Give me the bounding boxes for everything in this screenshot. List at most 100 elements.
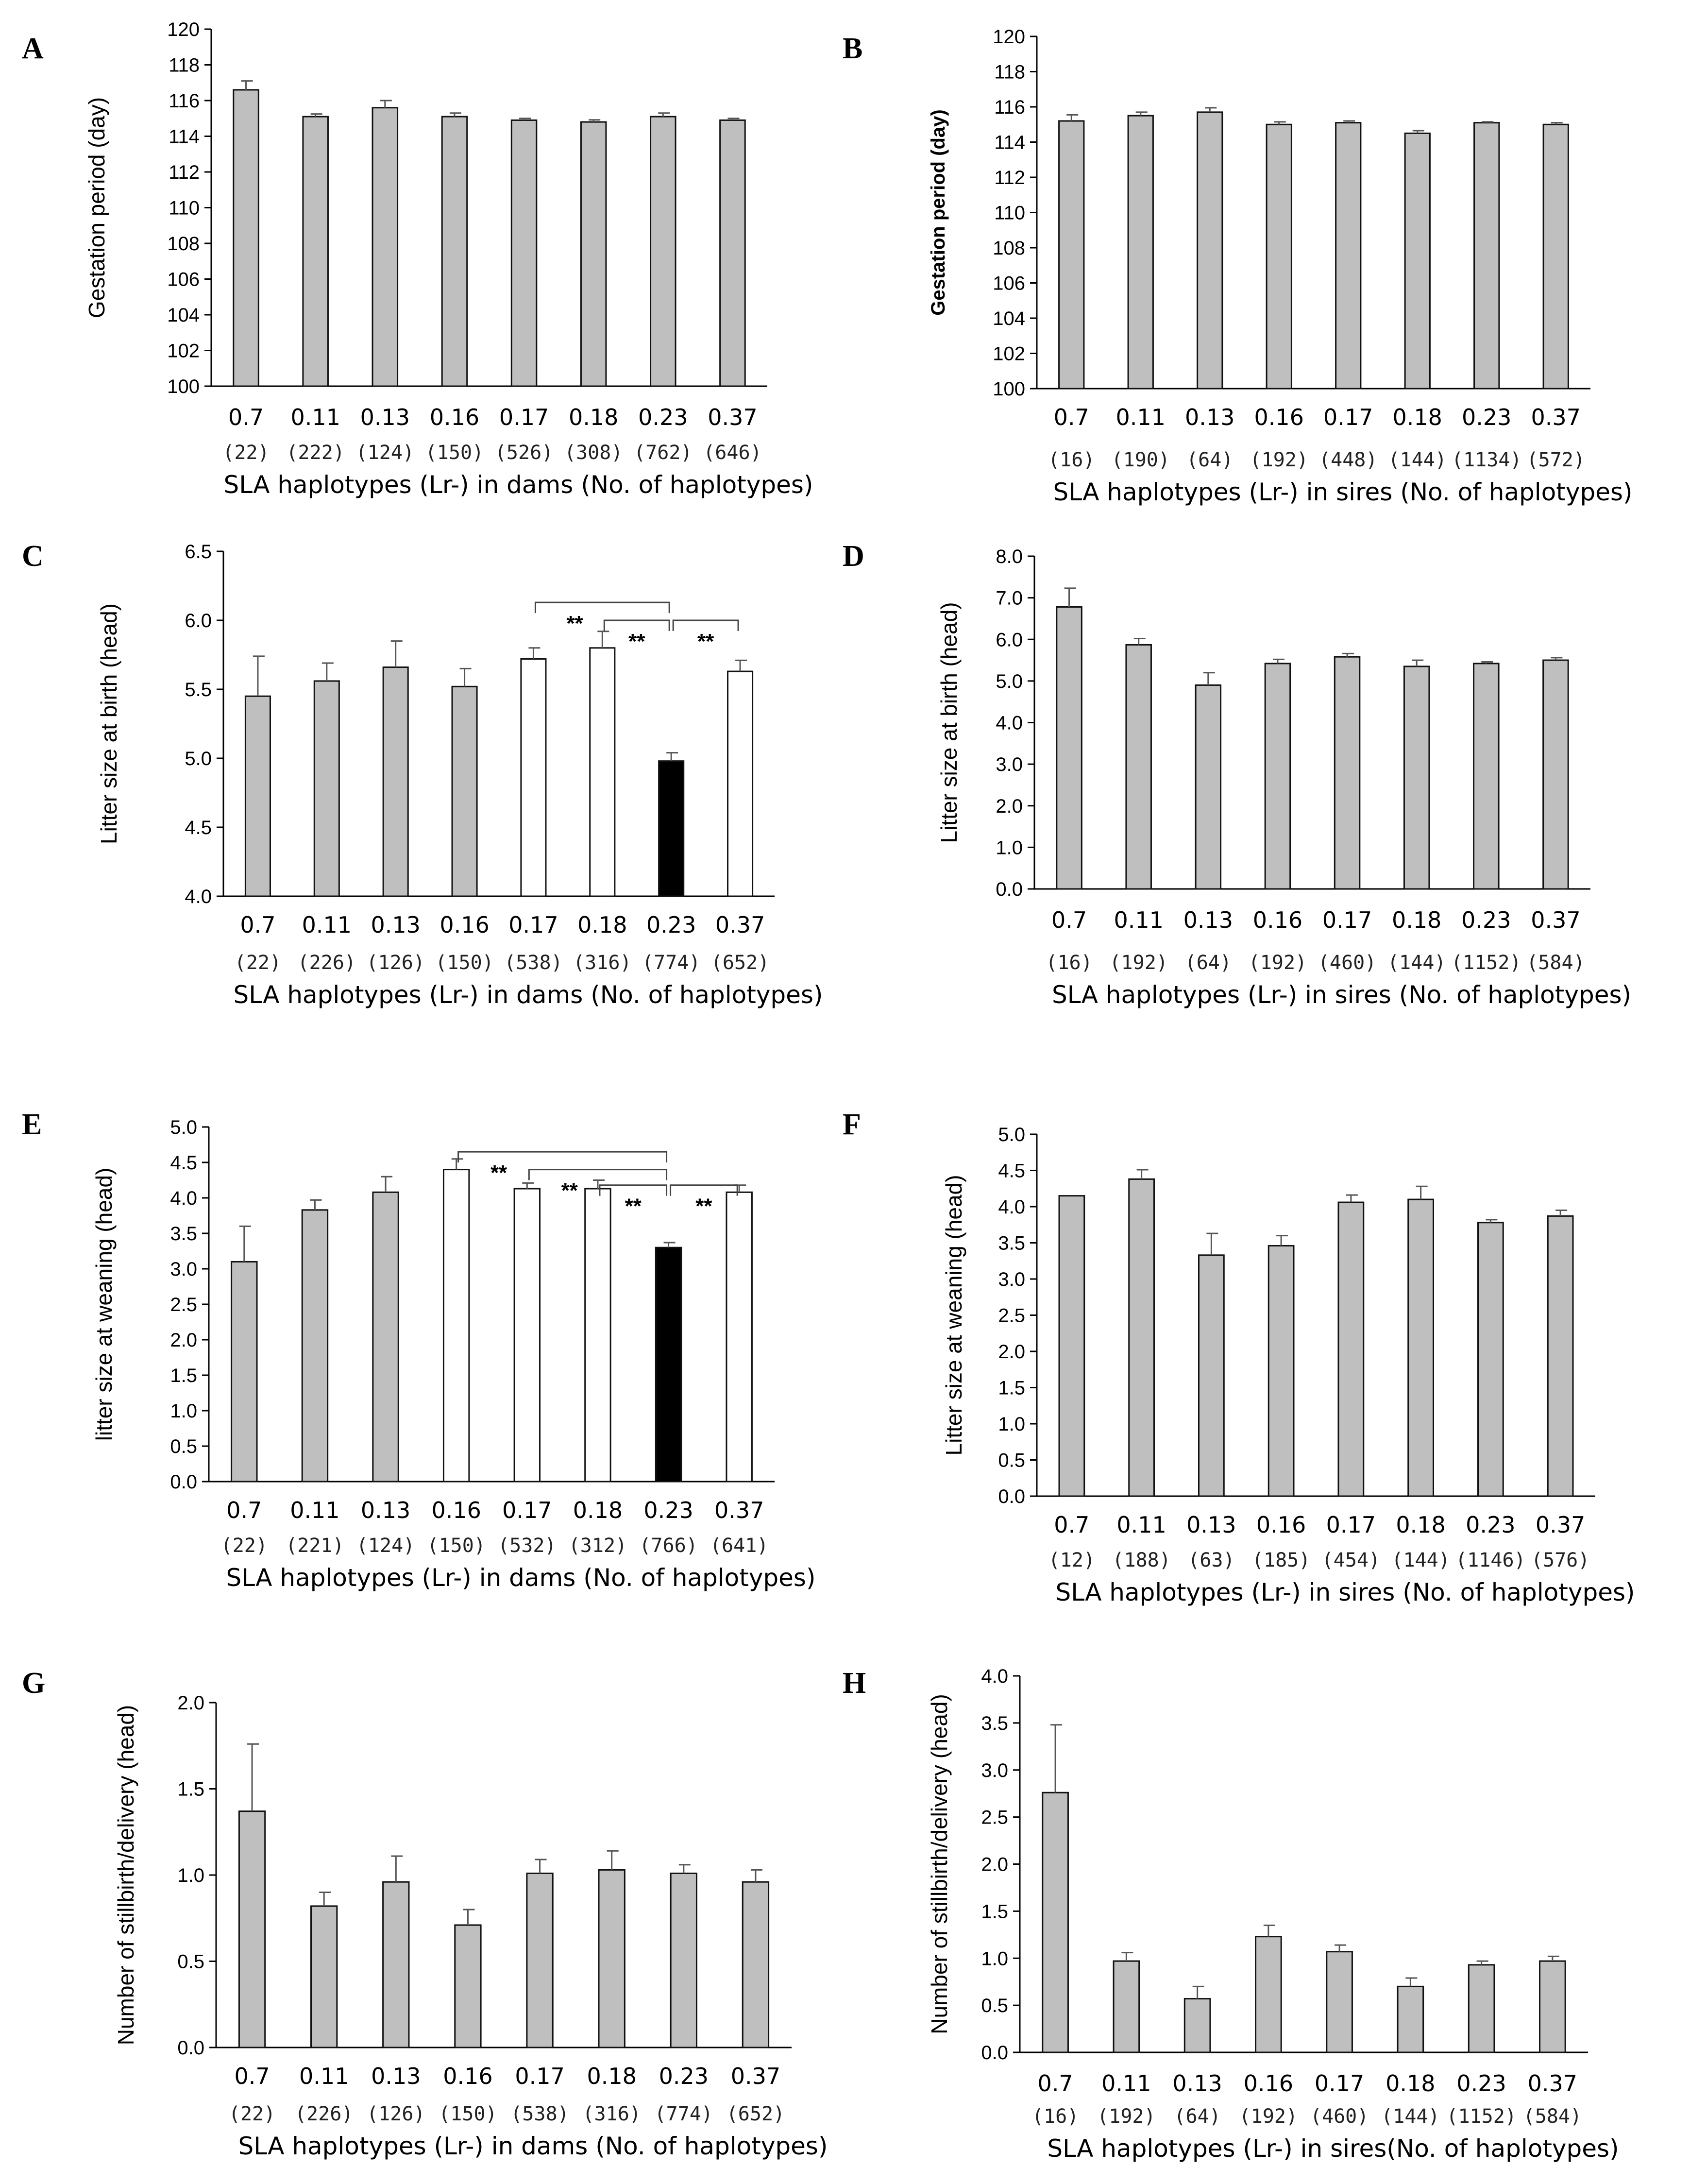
haplotype-count: (316) (573, 952, 631, 974)
y-tick-label: 100 (167, 376, 200, 397)
bar (1542, 659, 1569, 890)
bar (1539, 1960, 1566, 2053)
bar (231, 1261, 258, 1483)
panel-b: B 100 102 104 106 108 110 112 114 116 118 120 0.7 (16… (843, 26, 1633, 506)
y-tick-label: 120 (993, 26, 1025, 48)
y-axis-title: Litter size at weaning (head) (941, 1175, 966, 1456)
haplotype-count: (192) (1109, 952, 1167, 974)
bar (1473, 663, 1500, 890)
x-tick-label: 0.13 (1172, 2070, 1222, 2097)
y-tick-label: 116 (169, 90, 200, 112)
y-tick-label: 1.5 (998, 1378, 1025, 1399)
y-axis-title: Number of stillbirth/delivery (head) (113, 1705, 138, 2046)
haplotype-count: (584) (1523, 2105, 1582, 2128)
x-tick-label: 0.17 (1322, 907, 1372, 933)
bar (598, 1869, 625, 2048)
y-tick-label: 1.5 (170, 1365, 197, 1386)
x-tick-label: 0.11 (1101, 2070, 1151, 2097)
y-tick-label: 2.0 (177, 1692, 204, 1714)
bar (1407, 1198, 1434, 1497)
panel-label: E (22, 1108, 42, 1141)
bar (1195, 684, 1222, 890)
y-tick-label: 114 (994, 132, 1025, 154)
y-tick-label: 106 (167, 269, 200, 290)
x-tick-label: 0.37 (1531, 907, 1580, 933)
bar (658, 760, 685, 897)
bar (1468, 1964, 1495, 2053)
haplotype-count: (64) (1185, 952, 1232, 974)
x-tick-label: 0.11 (1116, 404, 1166, 430)
panel-a: A 100 102 104 106 108 110 112 114 116 118 120 0.7 (22… (22, 19, 813, 499)
bar (1268, 1245, 1295, 1497)
x-tick-label: 0.11 (290, 1497, 339, 1523)
haplotype-count: (1134) (1452, 449, 1522, 471)
x-tick-label: 0.16 (1253, 907, 1302, 933)
haplotype-count: (126) (367, 2103, 425, 2125)
haplotype-count: (150) (425, 442, 484, 464)
x-tick-label: 0.16 (431, 1497, 481, 1523)
bar (742, 1881, 770, 2048)
bar (1403, 665, 1430, 890)
x-tick-label: 0.7 (234, 2063, 270, 2089)
y-tick-label: 2.0 (170, 1330, 197, 1351)
x-tick-label: 0.11 (1116, 1512, 1166, 1538)
y-tick-label: 110 (169, 198, 200, 219)
panel-label: D (843, 540, 864, 573)
bar (719, 119, 746, 387)
y-tick-label: 4.0 (170, 1188, 197, 1209)
y-tick-label: 0.0 (177, 2037, 204, 2059)
significance-bracket (670, 1184, 738, 1196)
x-axis-title: SLA haplotypes (Lr-) in dams (No. of hap… (224, 471, 813, 499)
bar (1056, 606, 1082, 890)
y-tick-label: 5.0 (998, 1124, 1025, 1145)
x-tick-label: 0.16 (430, 404, 479, 430)
y-tick-label: 6.0 (996, 629, 1023, 650)
x-tick-label: 0.13 (371, 2063, 421, 2089)
bar (1264, 663, 1291, 890)
haplotype-count: (16) (1048, 449, 1095, 471)
y-tick-label: 0.0 (996, 879, 1023, 900)
bar (520, 658, 547, 897)
haplotype-count: (221) (286, 1535, 344, 1557)
panel-f: F 0.0 0.5 1.0 1.5 2.0 2.5 3.0 3.5 4.0 4.5 5.0 0.7 (12… (843, 1108, 1635, 1606)
haplotype-count: (652) (727, 2103, 785, 2125)
haplotype-count: (64) (1174, 2105, 1220, 2128)
haplotype-count: (526) (495, 442, 553, 464)
bar (580, 121, 607, 387)
haplotype-count: (460) (1318, 952, 1376, 974)
haplotype-count: (12) (1048, 1549, 1095, 1571)
x-tick-label: 0.23 (638, 404, 688, 430)
x-tick-label: 0.11 (299, 2063, 349, 2089)
bar (1326, 1951, 1353, 2053)
haplotype-count: (144) (1387, 952, 1446, 974)
bar (1198, 1254, 1225, 1497)
bar (1113, 1960, 1140, 2053)
haplotype-count: (22) (221, 1535, 268, 1557)
haplotype-count: (192) (1097, 2105, 1155, 2128)
significance-bracket (672, 619, 739, 631)
bar (441, 116, 468, 387)
x-axis-title: SLA haplotypes (Lr-) in sires (No. of ha… (1055, 1578, 1635, 1606)
y-tick-label: 0.0 (981, 2042, 1008, 2064)
y-tick-label: 0.0 (998, 1486, 1025, 1507)
y-tick-label: 112 (169, 162, 200, 183)
haplotype-count: (144) (1381, 2105, 1439, 2128)
y-tick-label: 1.0 (177, 1865, 204, 1886)
x-tick-label: 0.23 (659, 2063, 709, 2089)
x-tick-label: 0.18 (1386, 2070, 1435, 2097)
y-tick-label: 0.5 (170, 1436, 197, 1457)
y-tick-label: 3.0 (996, 754, 1023, 775)
bar (372, 107, 399, 387)
haplotype-count: (774) (642, 952, 700, 974)
panel-g: G 0.0 0.5 1.0 1.5 2.0 0.7 (22) 0.11 (226) 0.13 (126… (22, 1667, 828, 2160)
y-tick-label: 4.5 (170, 1152, 197, 1174)
x-axis-title: SLA haplotypes (Lr-) in sires (No. of ha… (1053, 478, 1632, 506)
haplotype-count: (646) (703, 442, 761, 464)
bar (1473, 122, 1500, 390)
y-tick-label: 3.5 (981, 1713, 1008, 1734)
x-tick-label: 0.37 (715, 912, 765, 938)
haplotype-count: (762) (634, 442, 692, 464)
y-tick-label: 6.5 (185, 541, 212, 563)
x-tick-label: 0.13 (1185, 404, 1234, 430)
panel-label: C (22, 540, 44, 573)
